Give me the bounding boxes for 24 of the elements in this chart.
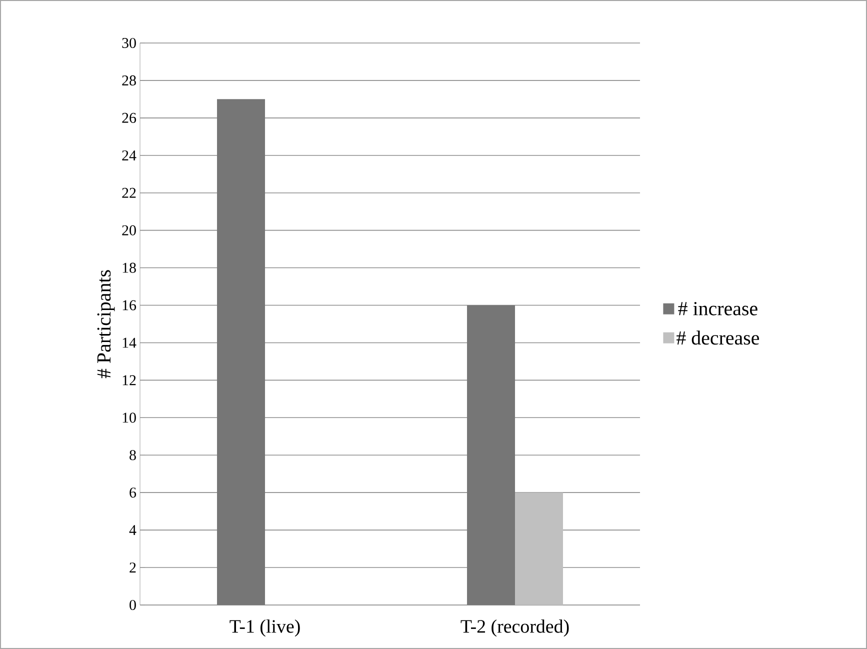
bar (515, 492, 564, 605)
y-tick-label: 12 (122, 375, 136, 386)
y-tick-label: 0 (130, 600, 136, 610)
y-tick-label: 16 (122, 300, 136, 310)
y-axis-title: # Participants (97, 270, 115, 378)
y-tick-label: 2 (130, 562, 136, 572)
y-tick-label: 24 (122, 150, 136, 160)
legend-label: # decrease (676, 330, 760, 345)
y-tick-label: 14 (122, 338, 136, 348)
y-tick-label: 4 (129, 525, 136, 535)
bar (217, 99, 266, 605)
y-tick-label: 28 (122, 75, 136, 86)
y-tick-label: 30 (122, 38, 136, 48)
legend-label: # increase (678, 302, 758, 316)
y-tick-label: 20 (122, 225, 136, 236)
y-tick-label: 6 (130, 488, 136, 498)
bar (467, 305, 516, 605)
x-tick-label: T-1 (live) (230, 620, 300, 637)
y-tick-label: 26 (122, 112, 136, 123)
y-tick-label: 22 (122, 188, 136, 198)
y-tick-label: 8 (130, 450, 136, 460)
x-tick-label: T-2 (recorded) (460, 620, 569, 637)
y-tick-label: 10 (122, 412, 136, 423)
y-tick-label: 18 (122, 262, 136, 273)
